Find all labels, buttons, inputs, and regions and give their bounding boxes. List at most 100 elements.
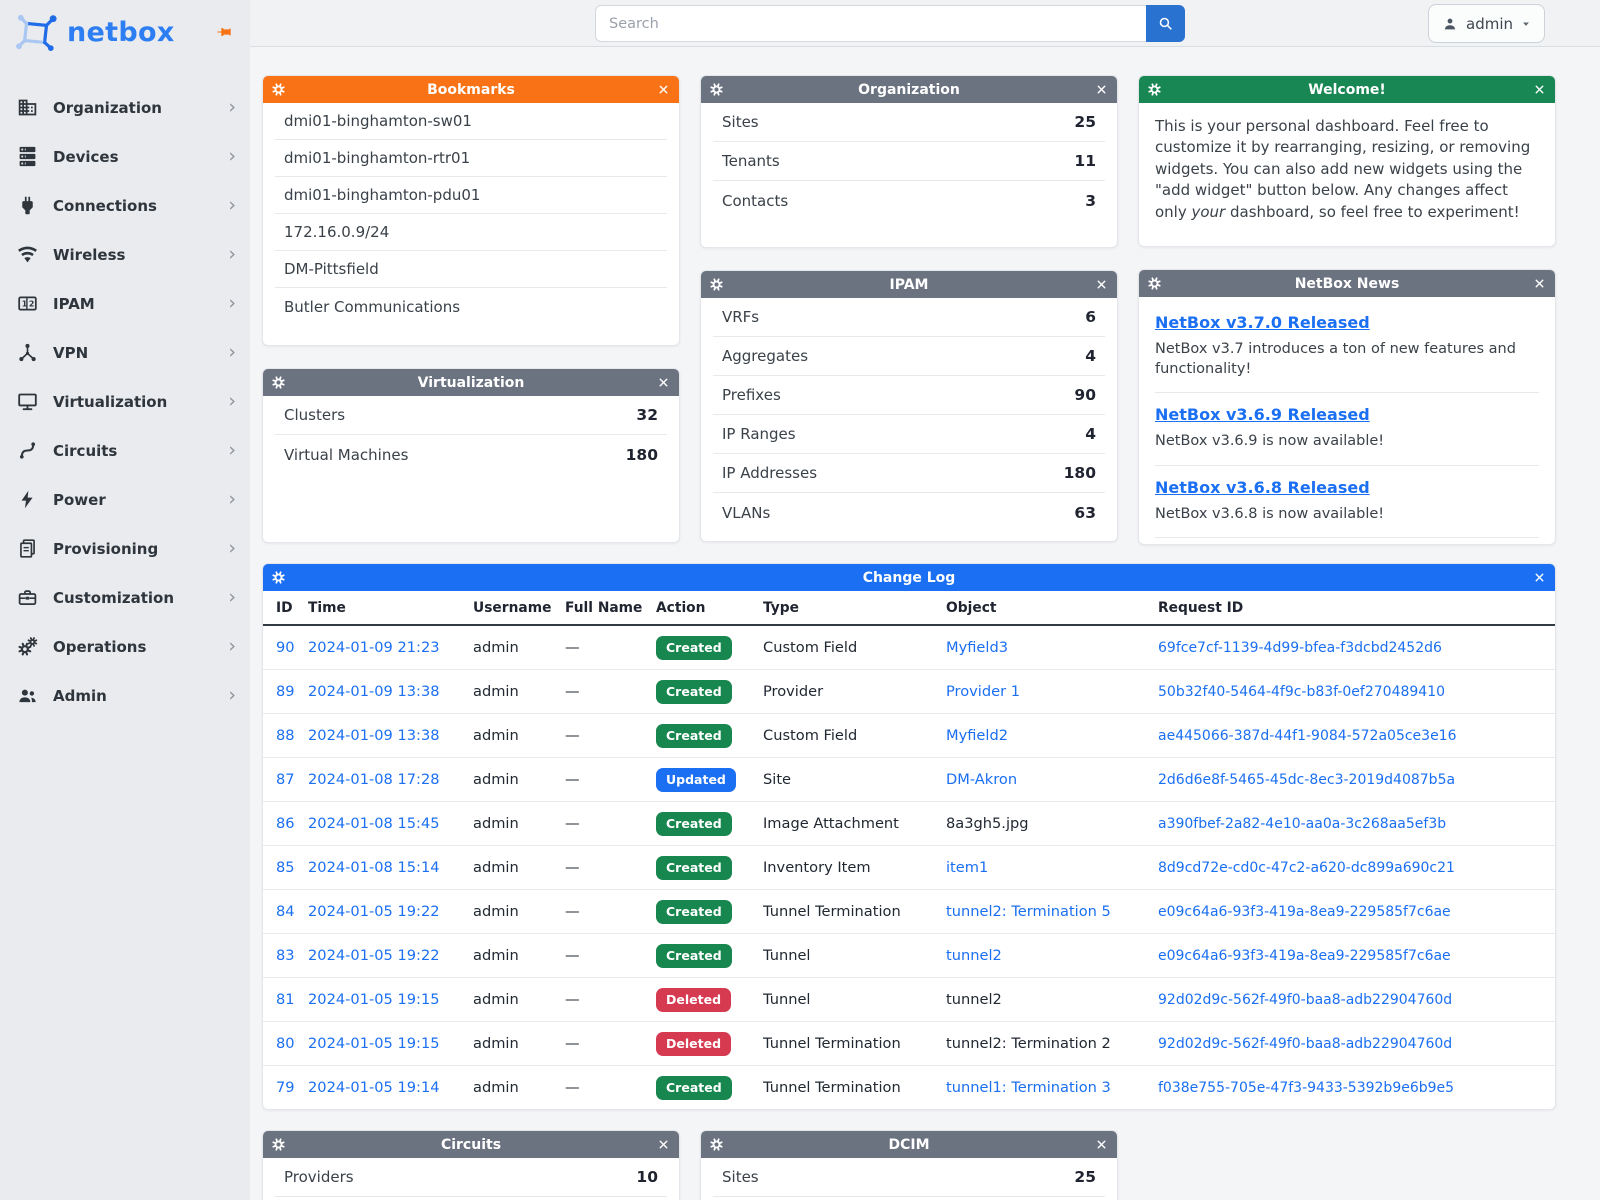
- sidebar-item-admin[interactable]: Admin ›: [0, 671, 250, 720]
- change-id-link[interactable]: 87: [276, 771, 295, 788]
- request-id-link[interactable]: e09c64a6-93f3-419a-8ea9-229585f7c6ae: [1158, 904, 1451, 920]
- change-object-link[interactable]: Myfield2: [946, 727, 1009, 744]
- news-link[interactable]: NetBox v3.6.8 Released: [1155, 477, 1370, 497]
- sidebar-item-operations[interactable]: Operations ›: [0, 622, 250, 671]
- change-time-link[interactable]: 2024-01-08 17:28: [308, 771, 440, 788]
- brand-name[interactable]: netbox: [67, 16, 175, 48]
- close-icon[interactable]: [652, 83, 670, 96]
- sidebar-item-circuits[interactable]: Circuits ›: [0, 426, 250, 475]
- change-object-link[interactable]: tunnel2: [946, 947, 1002, 964]
- change-id-link[interactable]: 90: [276, 639, 295, 656]
- stat-value[interactable]: 180: [1063, 464, 1096, 482]
- request-id-link[interactable]: 50b32f40-5464-4f9c-b83f-0ef270489410: [1158, 684, 1446, 700]
- stat-value[interactable]: 90: [1074, 386, 1096, 404]
- close-icon[interactable]: [1090, 278, 1108, 291]
- request-id-link[interactable]: 92d02d9c-562f-49f0-baa8-adb22904760d: [1158, 1036, 1453, 1052]
- stat-value[interactable]: 11: [1074, 152, 1096, 170]
- netbox-logo-icon[interactable]: [14, 13, 60, 51]
- news-link[interactable]: NetBox v3.7.0 Released: [1155, 313, 1370, 332]
- change-time-link[interactable]: 2024-01-08 15:45: [308, 815, 440, 832]
- user-menu-button[interactable]: admin: [1428, 4, 1545, 43]
- change-id-link[interactable]: 84: [276, 903, 295, 920]
- bookmark-item[interactable]: 172.16.0.9/24: [275, 214, 667, 251]
- change-id-link[interactable]: 85: [276, 859, 295, 876]
- request-id-link[interactable]: e09c64a6-93f3-419a-8ea9-229585f7c6ae: [1158, 948, 1451, 964]
- gear-icon[interactable]: [710, 1138, 728, 1151]
- request-id-link[interactable]: 69fce7cf-1139-4d99-bfea-f3dcbd2452d6: [1158, 640, 1442, 656]
- gear-icon[interactable]: [272, 376, 290, 389]
- stat-value[interactable]: 180: [625, 445, 658, 464]
- request-id-link[interactable]: a390fbef-2a82-4e10-aa0a-3c268aa5ef3b: [1158, 816, 1447, 832]
- change-time-link[interactable]: 2024-01-05 19:14: [308, 1079, 440, 1096]
- sidebar-item-wireless[interactable]: Wireless ›: [0, 230, 250, 279]
- change-time-link[interactable]: 2024-01-05 19:22: [308, 947, 440, 964]
- request-id-link[interactable]: 8d9cd72e-cd0c-47c2-a620-dc899a690c21: [1158, 860, 1455, 876]
- gear-icon[interactable]: [272, 571, 290, 584]
- change-id-link[interactable]: 80: [276, 1035, 295, 1052]
- close-icon[interactable]: [652, 376, 670, 389]
- stat-value[interactable]: 3: [1085, 191, 1096, 210]
- change-id-link[interactable]: 81: [276, 991, 295, 1008]
- change-time-link[interactable]: 2024-01-05 19:15: [308, 991, 440, 1008]
- close-icon[interactable]: [1528, 83, 1546, 96]
- sidebar-item-power[interactable]: Power ›: [0, 475, 250, 524]
- close-icon[interactable]: [1528, 571, 1546, 584]
- gear-icon[interactable]: [1148, 83, 1166, 96]
- change-object-link[interactable]: Provider 1: [946, 683, 1021, 700]
- gear-icon[interactable]: [1148, 277, 1166, 290]
- close-icon[interactable]: [1090, 1138, 1108, 1151]
- change-object-link[interactable]: DM-Akron: [946, 771, 1018, 788]
- change-time-link[interactable]: 2024-01-05 19:15: [308, 1035, 440, 1052]
- change-object-link[interactable]: tunnel1: Termination 3: [946, 1079, 1111, 1096]
- stat-value[interactable]: 6: [1085, 308, 1096, 326]
- pin-icon[interactable]: [216, 24, 232, 40]
- change-id-link[interactable]: 83: [276, 947, 295, 964]
- sidebar-item-organization[interactable]: Organization ›: [0, 83, 250, 132]
- gear-icon[interactable]: [710, 278, 728, 291]
- sidebar-item-virtualization[interactable]: Virtualization ›: [0, 377, 250, 426]
- gear-icon[interactable]: [272, 1138, 290, 1151]
- request-id-link[interactable]: f038e755-705e-47f3-9433-5392b9e6b9e5: [1158, 1080, 1455, 1096]
- change-object-link[interactable]: tunnel2: Termination 5: [946, 903, 1111, 920]
- request-id-link[interactable]: 92d02d9c-562f-49f0-baa8-adb22904760d: [1158, 992, 1453, 1008]
- sidebar-item-devices[interactable]: Devices ›: [0, 132, 250, 181]
- sidebar-item-provisioning[interactable]: Provisioning ›: [0, 524, 250, 573]
- sidebar-item-connections[interactable]: Connections ›: [0, 181, 250, 230]
- stat-value[interactable]: 4: [1085, 347, 1096, 365]
- close-icon[interactable]: [1528, 277, 1546, 290]
- request-id-link[interactable]: ae445066-387d-44f1-9084-572a05ce3e16: [1158, 728, 1457, 744]
- search-input[interactable]: [595, 5, 1146, 42]
- change-id-link[interactable]: 86: [276, 815, 295, 832]
- change-time-link[interactable]: 2024-01-09 21:23: [308, 639, 440, 656]
- change-time-link[interactable]: 2024-01-08 15:14: [308, 859, 440, 876]
- change-id-link[interactable]: 79: [276, 1079, 295, 1096]
- change-time-link[interactable]: 2024-01-09 13:38: [308, 727, 440, 744]
- change-time-link[interactable]: 2024-01-09 13:38: [308, 683, 440, 700]
- sidebar-item-vpn[interactable]: VPN ›: [0, 328, 250, 377]
- gear-icon[interactable]: [710, 83, 728, 96]
- search-button[interactable]: [1146, 5, 1185, 42]
- bookmark-item[interactable]: dmi01-binghamton-rtr01: [275, 140, 667, 177]
- change-object-link[interactable]: item1: [946, 859, 989, 876]
- change-id-link[interactable]: 88: [276, 727, 295, 744]
- sidebar-item-customization[interactable]: Customization ›: [0, 573, 250, 622]
- close-icon[interactable]: [1090, 83, 1108, 96]
- gear-icon[interactable]: [272, 83, 290, 96]
- close-icon[interactable]: [652, 1138, 670, 1151]
- bookmark-item[interactable]: DM-Pittsfield: [275, 251, 667, 288]
- stat-value[interactable]: 63: [1074, 503, 1096, 522]
- stat-value[interactable]: 25: [1074, 1168, 1096, 1186]
- bookmark-item[interactable]: dmi01-binghamton-pdu01: [275, 177, 667, 214]
- change-time-link[interactable]: 2024-01-05 19:22: [308, 903, 440, 920]
- stat-value[interactable]: 10: [636, 1168, 658, 1186]
- change-object-link[interactable]: Myfield3: [946, 639, 1009, 656]
- stat-value[interactable]: 25: [1074, 113, 1096, 131]
- request-id-link[interactable]: 2d6d6e8f-5465-45dc-8ec3-2019d4087b5a: [1158, 772, 1456, 788]
- news-link[interactable]: NetBox v3.6.9 Released: [1155, 405, 1370, 425]
- change-id-link[interactable]: 89: [276, 683, 295, 700]
- bookmark-item[interactable]: dmi01-binghamton-sw01: [275, 103, 667, 140]
- bookmark-item[interactable]: Butler Communications: [284, 297, 461, 316]
- stat-value[interactable]: 4: [1085, 425, 1096, 443]
- stat-value[interactable]: 32: [636, 406, 658, 424]
